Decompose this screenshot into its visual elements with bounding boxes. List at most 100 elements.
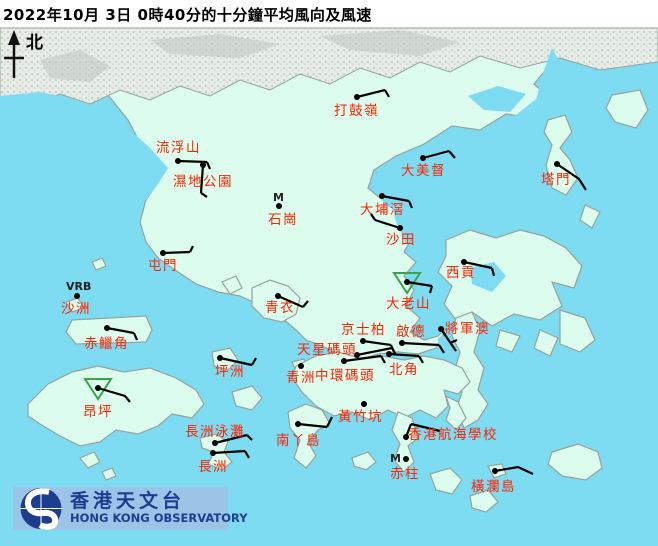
island-po-toi-2 — [469, 489, 499, 513]
station-cheung-chau-beach: 長洲泳灘 — [185, 424, 253, 446]
station-label: 啟德 — [396, 324, 426, 340]
wind-barb — [97, 386, 131, 403]
station-dot — [461, 259, 467, 265]
wind-barb — [246, 434, 253, 441]
wind-barb — [384, 89, 390, 98]
islet-southwest-2 — [101, 467, 117, 481]
station-label: 沙洲 — [61, 301, 91, 317]
wind-barb — [381, 194, 410, 203]
island-tung-lung — [547, 443, 603, 481]
station-badge: VRB — [66, 280, 91, 293]
island-hei-ling-chau — [231, 385, 263, 411]
wind-barb — [463, 260, 493, 270]
islet-southwest-1 — [79, 451, 101, 469]
station-label: 南丫島 — [276, 433, 321, 449]
station-label: 沙田 — [386, 232, 416, 248]
logo-title-en: HONG KONG OBSERVATORY — [70, 511, 248, 526]
north-label: 北 — [26, 33, 43, 53]
wind-barb — [277, 294, 304, 309]
station-lau-fau-shan: 流浮山 — [156, 140, 212, 170]
island-lung-kwu-chau — [91, 257, 107, 271]
station-dot — [276, 203, 282, 209]
station-label: 流浮山 — [156, 140, 201, 156]
station-sai-kung: 西貢 — [446, 259, 496, 281]
station-label: 長洲 — [198, 459, 228, 475]
station-label: 將軍澳 — [445, 321, 490, 337]
wind-barb — [212, 449, 246, 455]
station-dot — [217, 355, 223, 361]
station-label: 黃竹坑 — [338, 409, 383, 425]
island-mirs-islet — [579, 204, 601, 229]
station-label: 中環碼頭 — [315, 368, 375, 384]
wind-barb — [438, 344, 445, 354]
station-label: 京士柏 — [341, 322, 386, 338]
station-label: 香港航海學校 — [408, 426, 498, 443]
island-po-toi-1 — [429, 467, 463, 495]
island-tsing-yi — [251, 279, 301, 323]
island-port-shelter-1 — [495, 329, 521, 353]
station-dot — [210, 450, 216, 456]
station-dot — [275, 293, 281, 299]
islet-south — [351, 451, 377, 471]
shatin-channel — [392, 202, 414, 244]
wind-barb — [370, 213, 376, 221]
station-dot — [492, 468, 498, 474]
station-dot — [354, 94, 360, 100]
station-label: 昂坪 — [83, 404, 113, 420]
station-dot — [438, 326, 444, 332]
logo-title-zh: 香港天文台 — [70, 490, 186, 513]
wind-barb — [490, 267, 496, 277]
station-label: 青衣 — [265, 300, 295, 316]
wind-barb — [418, 355, 424, 364]
station-dot — [354, 352, 360, 358]
station-label: 長洲泳灘 — [185, 424, 245, 440]
station-sha-chau: VRB 沙洲 — [61, 280, 91, 317]
wind-barb — [556, 163, 587, 191]
station-cheung-chau: 長洲 — [198, 449, 250, 475]
station-dot — [404, 279, 410, 285]
station-label: 北角 — [389, 362, 419, 378]
station-dot — [399, 340, 405, 346]
station-badge: M — [273, 191, 284, 204]
station-dot — [341, 358, 347, 364]
station-dot — [360, 338, 366, 344]
station-lamma-island: 南丫島 — [276, 416, 333, 449]
wind-barb — [343, 354, 382, 363]
wind-barb — [356, 88, 386, 99]
stanley-peninsula — [391, 411, 419, 473]
station-shek-kong: M 石崗 — [268, 191, 297, 228]
station-dot — [104, 325, 110, 331]
station-label: 大美督 — [401, 163, 446, 179]
station-stanley: M赤柱 — [390, 452, 419, 482]
wind-barb — [162, 250, 191, 255]
wind-barb — [132, 332, 139, 341]
wind-barb — [494, 465, 534, 475]
observatory-logo: 香港天文台 HONG KONG OBSERVATORY — [13, 487, 248, 530]
station-north-point: 北角 — [386, 351, 424, 378]
island-ping-chau — [605, 89, 649, 129]
station-kai-tak: 啟德 — [396, 324, 445, 354]
urban-patch — [40, 50, 110, 82]
station-dot — [295, 421, 301, 427]
station-dot — [298, 363, 304, 369]
station-label: 赤鱲角 — [84, 336, 129, 352]
island-port-shelter-2 — [533, 329, 559, 357]
urban-patch — [320, 30, 460, 56]
deep-bay — [0, 92, 168, 200]
station-dot — [386, 351, 392, 357]
wind-barb — [302, 300, 309, 308]
station-wong-chuk-hang: 黃竹坑 — [338, 401, 383, 425]
wind-barb — [362, 339, 392, 347]
station-dot — [361, 401, 367, 407]
land-clear-water-bay — [451, 311, 489, 429]
station-tates-cairn: 大老山 — [386, 272, 434, 312]
wind-barb — [106, 326, 135, 335]
wind-barb — [326, 416, 333, 428]
tolo-harbour — [372, 96, 556, 212]
station-label: 西貢 — [446, 265, 476, 281]
land-sai-kung — [437, 229, 583, 327]
north-arrow-icon — [4, 30, 24, 78]
station-badge: M — [390, 452, 401, 465]
island-high-island — [559, 309, 596, 353]
